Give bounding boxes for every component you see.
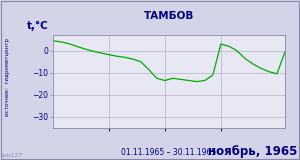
Text: t,°C: t,°C xyxy=(27,21,49,32)
Text: 01.11.1965 – 30.11.1965: 01.11.1965 – 30.11.1965 xyxy=(121,148,216,157)
Text: ТАМБОВ: ТАМБОВ xyxy=(144,11,194,21)
Text: ноябрь, 1965: ноябрь, 1965 xyxy=(208,145,297,158)
Text: источник:  гидрометцентр: источник: гидрометцентр xyxy=(5,38,10,116)
Text: lab127: lab127 xyxy=(2,153,23,158)
